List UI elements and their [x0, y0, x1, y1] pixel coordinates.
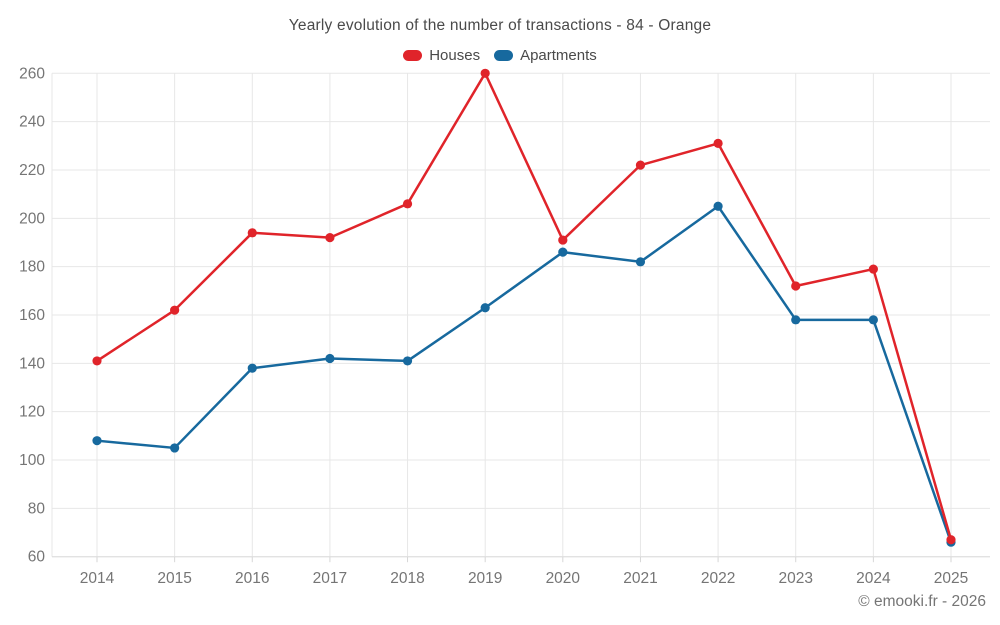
svg-text:2020: 2020	[546, 570, 581, 587]
legend-label-houses: Houses	[429, 47, 481, 64]
data-point-apartments-2022[interactable]	[713, 201, 723, 211]
legend-label-apartments: Apartments	[520, 47, 597, 64]
copyright-text: © emooki.fr - 2026	[858, 593, 986, 610]
chart-legend: Houses Apartments	[0, 47, 1000, 64]
data-point-houses-2020[interactable]	[558, 235, 568, 245]
svg-text:220: 220	[19, 162, 45, 179]
data-point-apartments-2024[interactable]	[868, 315, 878, 325]
svg-text:140: 140	[19, 355, 45, 372]
data-point-houses-2016[interactable]	[247, 228, 257, 238]
svg-text:240: 240	[19, 114, 45, 131]
svg-text:100: 100	[19, 452, 45, 469]
chart-title: Yearly evolution of the number of transa…	[288, 17, 712, 34]
data-point-houses-2014[interactable]	[92, 356, 102, 366]
data-point-houses-2024[interactable]	[868, 264, 878, 274]
data-point-houses-2015[interactable]	[170, 305, 180, 315]
data-point-apartments-2018[interactable]	[402, 356, 413, 366]
houses-swatch-icon	[403, 50, 423, 61]
legend-item-houses[interactable]: Houses	[403, 47, 480, 64]
data-point-houses-2021[interactable]	[635, 160, 646, 170]
svg-text:2015: 2015	[157, 570, 191, 587]
svg-text:2014: 2014	[80, 570, 115, 587]
data-point-houses-2023[interactable]	[791, 281, 801, 291]
data-point-apartments-2016[interactable]	[247, 363, 257, 373]
legend-item-apartments[interactable]: Apartments	[494, 47, 597, 64]
svg-text:2025: 2025	[934, 570, 968, 587]
data-point-houses-2025[interactable]	[946, 535, 956, 545]
data-point-houses-2019[interactable]	[480, 68, 490, 78]
svg-text:2018: 2018	[390, 570, 424, 587]
data-point-houses-2017[interactable]	[325, 233, 335, 243]
svg-text:260: 260	[19, 65, 45, 82]
svg-text:80: 80	[28, 500, 46, 517]
svg-text:2021: 2021	[623, 570, 657, 587]
svg-text:160: 160	[19, 307, 45, 324]
data-point-houses-2018[interactable]	[402, 199, 413, 209]
data-point-apartments-2020[interactable]	[558, 247, 568, 257]
data-point-apartments-2015[interactable]	[170, 443, 180, 453]
svg-text:120: 120	[19, 404, 45, 421]
data-point-apartments-2014[interactable]	[92, 436, 102, 446]
svg-text:2016: 2016	[235, 570, 269, 587]
svg-text:60: 60	[28, 549, 46, 566]
svg-text:2019: 2019	[468, 570, 502, 587]
data-point-apartments-2019[interactable]	[480, 303, 490, 313]
svg-text:180: 180	[19, 259, 45, 276]
data-point-houses-2022[interactable]	[713, 138, 723, 148]
data-point-apartments-2017[interactable]	[325, 353, 335, 364]
svg-text:2022: 2022	[701, 570, 735, 587]
svg-text:2023: 2023	[778, 570, 812, 587]
svg-text:200: 200	[19, 210, 45, 227]
svg-text:2017: 2017	[313, 570, 347, 587]
data-point-apartments-2021[interactable]	[635, 257, 646, 267]
apartments-swatch-icon	[494, 50, 514, 61]
data-point-apartments-2023[interactable]	[791, 315, 801, 325]
svg-text:2024: 2024	[856, 570, 891, 587]
